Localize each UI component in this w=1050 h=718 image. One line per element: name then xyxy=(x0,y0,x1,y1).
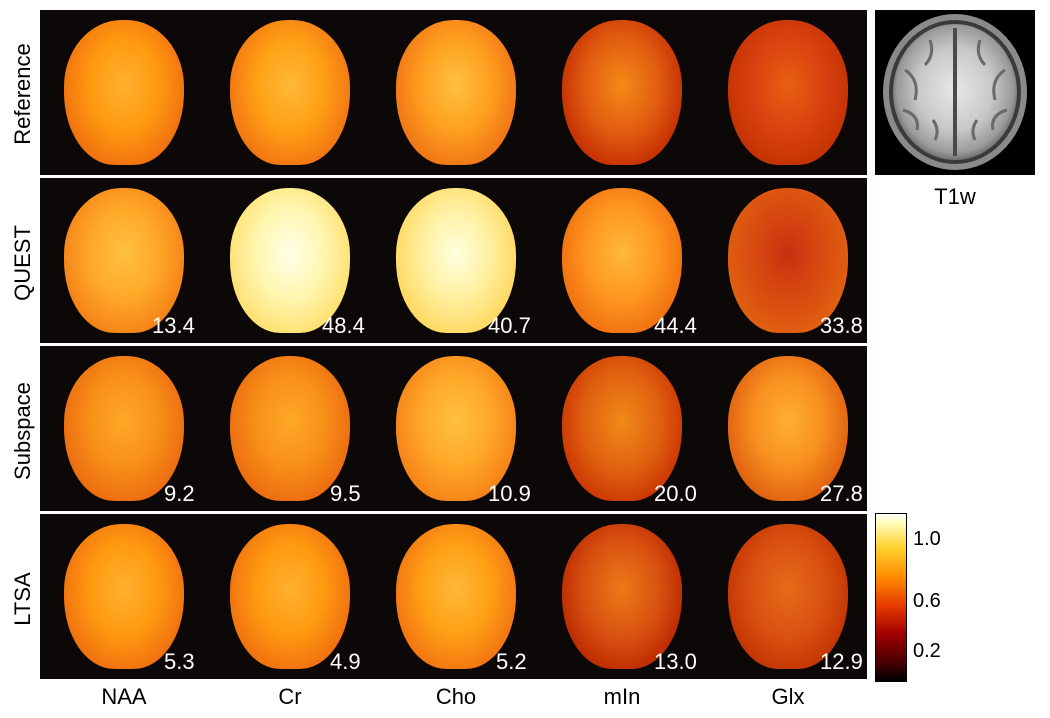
column-label-glx: Glx xyxy=(771,684,805,709)
error-value-glx: 27.8 xyxy=(820,481,863,506)
map-cr xyxy=(230,356,350,501)
error-value-naa: 9.2 xyxy=(164,481,195,506)
error-value-naa: 13.4 xyxy=(152,313,195,338)
error-value-min: 44.4 xyxy=(654,313,697,338)
map-min xyxy=(562,524,682,669)
map-naa xyxy=(64,20,184,165)
map-glx xyxy=(728,524,848,669)
row-label-quest: QUEST xyxy=(10,225,35,301)
map-cr xyxy=(230,188,350,333)
colorbar-tick-1-0: 1.0 xyxy=(913,528,941,550)
map-min xyxy=(562,188,682,333)
panel-quest: 13.4 48.4 40.7 44.4 33.8 xyxy=(40,178,867,343)
panel-subspace: 9.2 9.5 10.9 20.0 27.8 xyxy=(40,346,867,511)
panel-ltsa: 5.3 4.9 5.2 13.0 12.9 xyxy=(40,514,867,679)
row-label-subspace: Subspace xyxy=(10,382,35,480)
map-min xyxy=(562,20,682,165)
colorbar-tick-0-6: 0.6 xyxy=(913,590,941,612)
colorbar-tick-0-2: 0.2 xyxy=(913,640,941,662)
error-value-naa: 5.3 xyxy=(164,649,195,674)
map-min xyxy=(562,356,682,501)
error-value-cr: 9.5 xyxy=(330,481,361,506)
row-label-reference: Reference xyxy=(10,43,35,145)
map-glx xyxy=(728,188,848,333)
map-naa xyxy=(64,524,184,669)
error-value-cho: 40.7 xyxy=(488,313,531,338)
map-cho xyxy=(396,188,516,333)
t1w-image xyxy=(875,10,1035,175)
error-value-cho: 5.2 xyxy=(496,649,527,674)
map-cr xyxy=(230,20,350,165)
column-label-min: mIn xyxy=(603,684,641,709)
map-glx xyxy=(728,20,848,165)
column-label-cr: Cr xyxy=(278,684,302,709)
error-value-cr: 4.9 xyxy=(330,649,361,674)
map-cr xyxy=(230,524,350,669)
panel-reference xyxy=(40,10,867,175)
error-value-glx: 33.8 xyxy=(820,313,863,338)
error-value-glx: 12.9 xyxy=(820,649,863,674)
map-cho xyxy=(396,20,516,165)
map-naa xyxy=(64,356,184,501)
map-glx xyxy=(728,356,848,501)
map-naa xyxy=(64,188,184,333)
t1w-label: T1w xyxy=(934,184,976,209)
error-value-min: 20.0 xyxy=(654,481,697,506)
column-label-cho: Cho xyxy=(435,684,477,709)
error-value-cr: 48.4 xyxy=(322,313,365,338)
error-value-cho: 10.9 xyxy=(488,481,531,506)
row-label-ltsa: LTSA xyxy=(10,572,35,626)
column-label-naa: NAA xyxy=(101,684,147,709)
colorbar xyxy=(875,513,907,682)
error-value-min: 13.0 xyxy=(654,649,697,674)
map-cho xyxy=(396,524,516,669)
map-cho xyxy=(396,356,516,501)
